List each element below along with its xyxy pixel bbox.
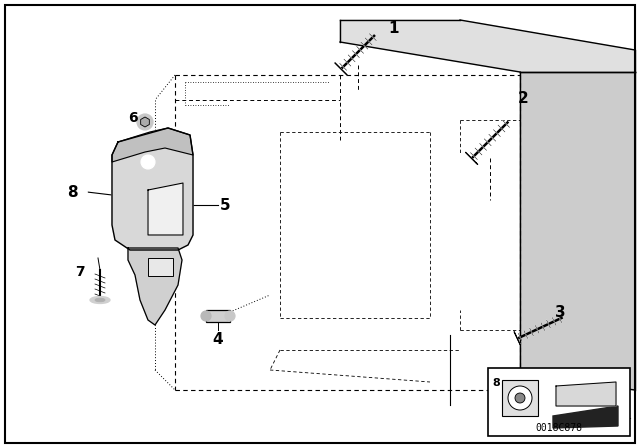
Circle shape [508, 386, 532, 410]
Text: 1: 1 [388, 21, 399, 35]
Circle shape [515, 393, 525, 403]
Polygon shape [465, 152, 478, 164]
Polygon shape [520, 72, 635, 390]
Text: 2: 2 [518, 90, 529, 105]
Text: 0018C878: 0018C878 [536, 423, 582, 433]
Circle shape [141, 118, 149, 126]
Ellipse shape [225, 311, 235, 321]
Text: 3: 3 [555, 305, 566, 319]
Text: 7: 7 [75, 265, 84, 279]
Polygon shape [340, 20, 635, 72]
Text: 8: 8 [67, 185, 77, 199]
Text: 8: 8 [492, 378, 500, 388]
Polygon shape [553, 406, 618, 428]
Circle shape [57, 177, 87, 207]
Text: 4: 4 [212, 332, 223, 347]
Polygon shape [112, 128, 193, 162]
Bar [502, 380, 538, 416]
Polygon shape [128, 248, 182, 325]
Bar [148, 258, 173, 276]
Polygon shape [148, 183, 183, 235]
Polygon shape [112, 128, 193, 250]
Text: 6: 6 [128, 111, 138, 125]
Polygon shape [514, 332, 520, 345]
Bar [206, 310, 230, 322]
Ellipse shape [95, 298, 105, 302]
Bar [488, 368, 630, 436]
Ellipse shape [201, 311, 211, 321]
Circle shape [137, 114, 153, 130]
Polygon shape [335, 63, 348, 75]
Ellipse shape [90, 297, 110, 303]
Circle shape [141, 155, 155, 169]
Text: 5: 5 [220, 198, 230, 212]
Polygon shape [556, 382, 616, 406]
